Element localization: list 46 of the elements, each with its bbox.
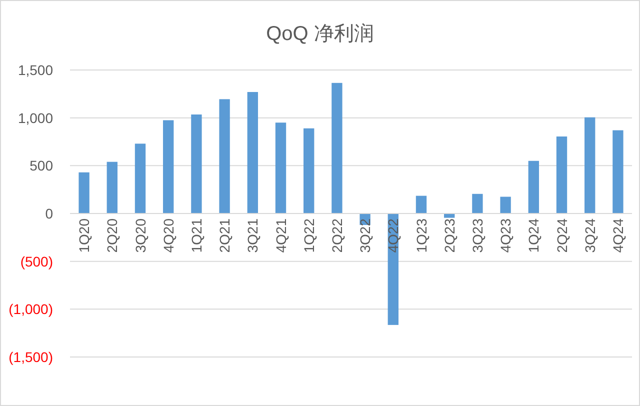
x-tick-label: 4Q24 [610,218,626,253]
bar [219,99,230,214]
x-tick-label: 4Q21 [272,218,289,253]
bar [304,128,314,214]
bar [163,120,174,214]
bar [556,136,568,214]
x-tick-label: 2Q20 [104,218,120,253]
bar [472,194,483,214]
bar [134,144,146,214]
x-tick-label: 1Q20 [76,218,92,253]
bar [500,196,511,214]
x-tick-label: 3Q24 [582,218,598,253]
bar [584,117,596,214]
x-tick-label: 1Q22 [300,218,317,253]
x-tick-label: 1Q23 [413,218,430,253]
x-tick-label: 1Q24 [526,218,542,253]
y-tick-label: 1,500 [18,62,54,78]
x-tick-label: 2Q22 [328,218,345,253]
x-tick-label: 4Q23 [498,218,514,253]
x-tick-label: 2Q23 [441,218,458,253]
bar [106,162,118,214]
y-tick-label: 500 [30,158,54,174]
y-tick-label: (500) [20,253,53,270]
bar [247,92,258,214]
bar [78,172,90,214]
y-tick-label: (1,000) [8,301,53,318]
bar [332,82,342,214]
bar [191,114,202,214]
y-tick-label: (1,500) [8,349,53,365]
y-tick-label: 0 [45,206,54,222]
x-tick-label: 2Q21 [216,218,233,253]
chart-title: QoQ 净利润 [266,23,374,45]
x-tick-label: 3Q22 [357,218,374,253]
bar [416,196,427,214]
bar [444,214,455,218]
y-tick-label: 1,000 [18,110,54,126]
x-tick-label: 4Q20 [160,218,176,253]
bar [612,130,624,214]
x-tick-label: 4Q22 [385,218,402,253]
x-tick-label: 1Q21 [188,218,204,253]
x-tick-label: 3Q23 [469,218,486,253]
bar [528,160,539,214]
bar [275,122,286,214]
x-tick-label: 3Q20 [132,218,148,253]
x-tick-label: 3Q21 [244,218,261,253]
x-tick-label: 2Q24 [554,218,570,253]
